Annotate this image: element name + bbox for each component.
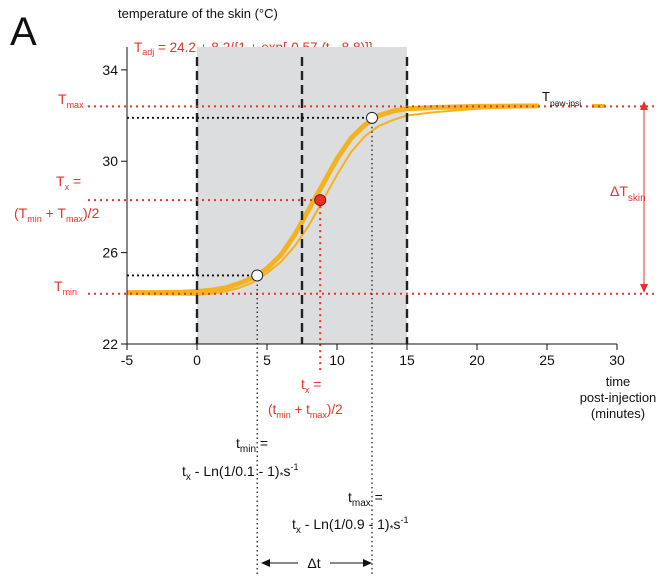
tmax-formula: tx - Ln(1/0.9 - 1)*s-1: [292, 515, 409, 536]
delta-skin-label: ΔTskin: [610, 183, 646, 204]
tx-bottom-label: tx =: [301, 376, 321, 395]
plot-area: 22 26 30 34 -5 0 5 10 15 20 25 30: [88, 47, 655, 574]
delta-t-arrow: [261, 559, 372, 567]
tx-label: Tx =: [56, 173, 81, 192]
y-tick-label-26: 26: [102, 245, 118, 261]
tmin-formula: tx - Ln(1/0.1 - 1)*s-1: [182, 462, 299, 483]
panel-label: A: [10, 10, 37, 54]
x-tick-label-25: 25: [539, 352, 555, 368]
y-axis-label: temperature of the skin (°C): [118, 6, 278, 21]
x-tick-label-10: 10: [329, 352, 345, 368]
x-axis-label-line2: post-injection: [580, 390, 657, 405]
x-tick-label-15: 15: [399, 352, 415, 368]
tmin-label: Tmin: [54, 278, 77, 297]
x-axis-label-line3: (minutes): [591, 406, 645, 421]
delta-t-label: Δt: [307, 555, 320, 571]
reference-lines: [88, 105, 655, 574]
x-tick-label-30: 30: [609, 352, 625, 368]
tmax-label: Tmax: [58, 91, 84, 110]
x-tick-label--5: -5: [121, 352, 134, 368]
series-line-1: [127, 103, 540, 296]
tx-definition: (Tmin + Tmax)/2: [14, 205, 100, 224]
y-tick-label-30: 30: [102, 153, 118, 169]
y-tick-label-34: 34: [102, 62, 118, 78]
tx-marker: [314, 194, 327, 207]
tmax-marker: [366, 111, 378, 124]
tmin-marker: [251, 269, 264, 282]
paw-ipsi-label: Tpaw-ipsi: [542, 89, 581, 108]
delta-skin-arrow: [640, 101, 648, 293]
tmin-bottom-label: tmin =: [236, 435, 268, 455]
axes: 22 26 30 34 -5 0 5 10 15 20 25 30: [102, 47, 625, 368]
x-tick-label-0: 0: [193, 352, 201, 368]
tx-bottom-definition: (tmin + tmax)/2: [268, 402, 343, 420]
x-tick-label-5: 5: [263, 352, 271, 368]
tmax-bottom-label: tmax =: [348, 489, 383, 509]
x-axis-label-line1: time: [606, 374, 631, 389]
marker-group: [251, 111, 378, 282]
x-tick-label-20: 20: [469, 352, 485, 368]
y-tick-label-22: 22: [102, 336, 118, 352]
